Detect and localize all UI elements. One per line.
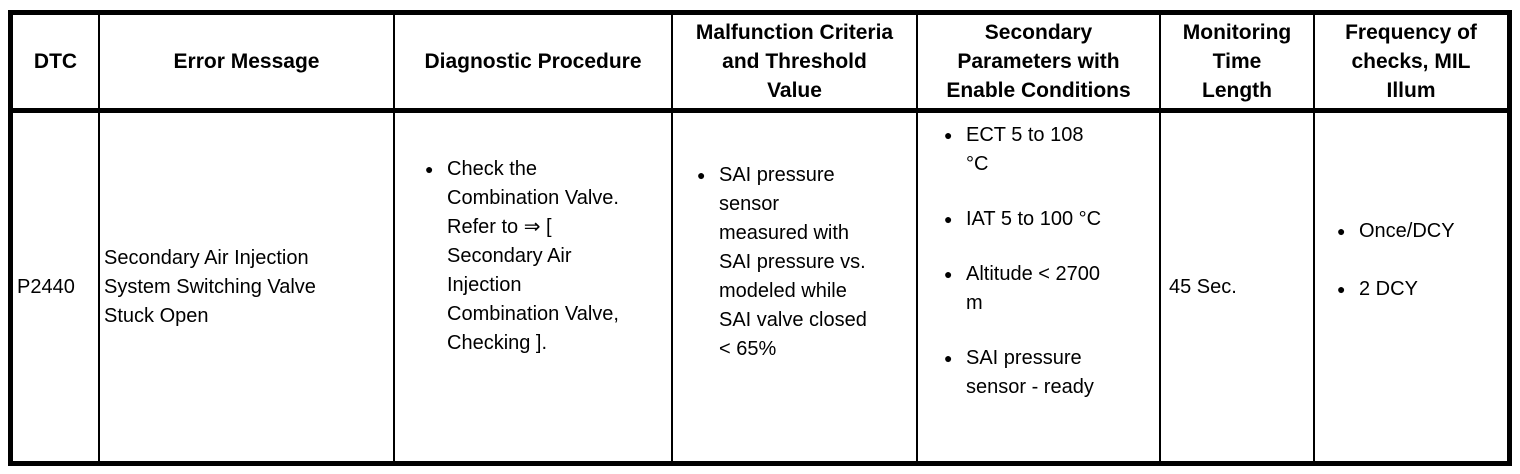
bullet-icon: ● bbox=[425, 161, 434, 177]
cell-frequency-of-checks: ● Once/DCY ● 2 DCY bbox=[1315, 113, 1507, 461]
list-item: ● 2 DCY bbox=[1337, 275, 1505, 304]
header-cell-secondary-parameters: Secondary Parameters with Enable Conditi… bbox=[918, 15, 1161, 108]
list-item: ● ECT 5 to 108 °C bbox=[944, 121, 1157, 179]
table-header-row: DTC Error Message Diagnostic Procedure M… bbox=[13, 15, 1507, 113]
list-item: ● Check the Combination Valve. Refer to … bbox=[425, 155, 667, 358]
cell-error-message: Secondary Air Injection System Switching… bbox=[100, 113, 395, 461]
frequency-2-dcy: 2 DCY bbox=[1359, 278, 1418, 300]
cell-malfunction-criteria: ● SAI pressure sensor measured with SAI … bbox=[673, 113, 918, 461]
bullet-icon: ● bbox=[944, 350, 953, 366]
header-cell-frequency-of-checks: Frequency of checks, MIL Illum bbox=[1345, 21, 1477, 102]
diagnostic-procedure-text: Check the Combination Valve. Refer to ⇒ … bbox=[447, 158, 619, 354]
dtc-code: P2440 bbox=[17, 275, 75, 298]
header-cell-dtc: DTC bbox=[13, 15, 100, 108]
bullet-icon: ● bbox=[697, 167, 706, 183]
enable-condition-altitude: Altitude < 2700 m bbox=[966, 263, 1100, 314]
monitoring-time-text: 45 Sec. bbox=[1169, 275, 1237, 298]
frequency-once-dcy: Once/DCY bbox=[1359, 220, 1455, 242]
malfunction-criteria-text: SAI pressure sensor measured with SAI pr… bbox=[719, 164, 867, 360]
header-cell-monitoring-time-length: Monitoring Time Length bbox=[1161, 15, 1315, 108]
list-item: ● SAI pressure sensor measured with SAI … bbox=[697, 161, 914, 364]
error-message-text: Secondary Air Injection System Switching… bbox=[104, 246, 316, 327]
enable-condition-iat: IAT 5 to 100 °C bbox=[966, 208, 1102, 230]
dtc-table: DTC Error Message Diagnostic Procedure M… bbox=[8, 10, 1512, 466]
table-row: P2440 Secondary Air Injection System Swi… bbox=[13, 113, 1507, 461]
cell-monitoring-time-length: 45 Sec. bbox=[1161, 113, 1315, 461]
header-cell-malfunction-criteria: Malfunction Criteria and Threshold Value bbox=[673, 15, 918, 108]
list-item: ● Once/DCY bbox=[1337, 217, 1505, 246]
bullet-icon: ● bbox=[944, 127, 953, 143]
list-item: ● IAT 5 to 100 °C bbox=[944, 205, 1157, 234]
bullet-icon: ● bbox=[1337, 223, 1346, 239]
cell-dtc: P2440 bbox=[13, 113, 100, 461]
header-cell-diagnostic-procedure: Diagnostic Procedure bbox=[395, 15, 673, 108]
bullet-icon: ● bbox=[944, 266, 953, 282]
list-item: ● Altitude < 2700 m bbox=[944, 260, 1157, 318]
bullet-icon: ● bbox=[1337, 281, 1346, 297]
enable-condition-ect: ECT 5 to 108 °C bbox=[966, 124, 1084, 175]
cell-secondary-parameters: ● ECT 5 to 108 °C ● IAT 5 to 100 °C ● Al… bbox=[918, 113, 1161, 461]
list-item: ● SAI pressure sensor - ready bbox=[944, 344, 1157, 402]
enable-condition-sai-sensor: SAI pressure sensor - ready bbox=[966, 347, 1094, 398]
header-cell-error-message: Error Message bbox=[100, 15, 395, 108]
bullet-icon: ● bbox=[944, 211, 953, 227]
cell-diagnostic-procedure: ● Check the Combination Valve. Refer to … bbox=[395, 113, 673, 461]
